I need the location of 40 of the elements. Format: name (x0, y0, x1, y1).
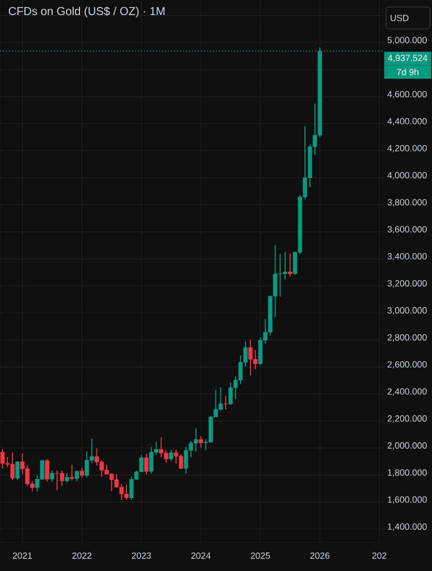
text: CFDs on Gold (US$ / OZ) · 1M (8, 6, 164, 18)
x-tick-label: 2021 (12, 552, 32, 559)
y-tick-label: 3,200.000 (388, 280, 427, 288)
x-tick-label: 2026 (310, 552, 330, 559)
y-tick-label: 4,200.000 (387, 145, 427, 152)
y-tick-label: 1,400.000 (388, 523, 427, 531)
y-tick-label: 2,600.000 (388, 361, 427, 369)
candlestick (168, 449, 174, 462)
text: 7d 9h (396, 68, 418, 76)
x-tick-label: 2022 (72, 552, 92, 559)
y-tick-label: 2,000.000 (388, 442, 427, 450)
candlestick (80, 467, 84, 478)
y-tick-label: 5,000.000 (388, 36, 427, 44)
candlestick (50, 470, 54, 482)
candlestick (70, 464, 74, 482)
y-tick-label: 2,800.000 (388, 334, 427, 342)
candlestick (288, 253, 292, 278)
candlestick (15, 461, 20, 480)
text: USD (390, 14, 408, 22)
candlestick (64, 472, 70, 483)
candlestick (198, 436, 203, 448)
y-tick-label: 1,600.000 (388, 496, 427, 504)
y-tick-label: 4,000.000 (387, 172, 427, 180)
y-tick-label: 3,600.000 (388, 226, 427, 234)
candlestick (144, 453, 148, 475)
y-tick-label: 3,000.000 (388, 307, 427, 315)
y-tick-label: 4,600.000 (387, 90, 427, 98)
y-tick-label: 3,800.000 (388, 199, 427, 206)
x-tick-label: 2023 (132, 552, 151, 559)
x-tick-label: 2025 (250, 552, 270, 559)
y-tick-label: 2,200.000 (388, 415, 427, 423)
candlestick (224, 395, 228, 410)
x-tick-label: 2024 (191, 552, 211, 559)
y-tick-label: 4,400.000 (387, 118, 427, 126)
y-tick-label: 2,400.000 (388, 388, 427, 396)
y-tick-label: 3,400.000 (388, 253, 427, 261)
candlestick (45, 458, 50, 482)
y-tick-label: 1,800.000 (388, 469, 427, 477)
x-tick-label: 202 (372, 552, 386, 559)
ref-line-label: 4,937.524 (388, 54, 428, 62)
